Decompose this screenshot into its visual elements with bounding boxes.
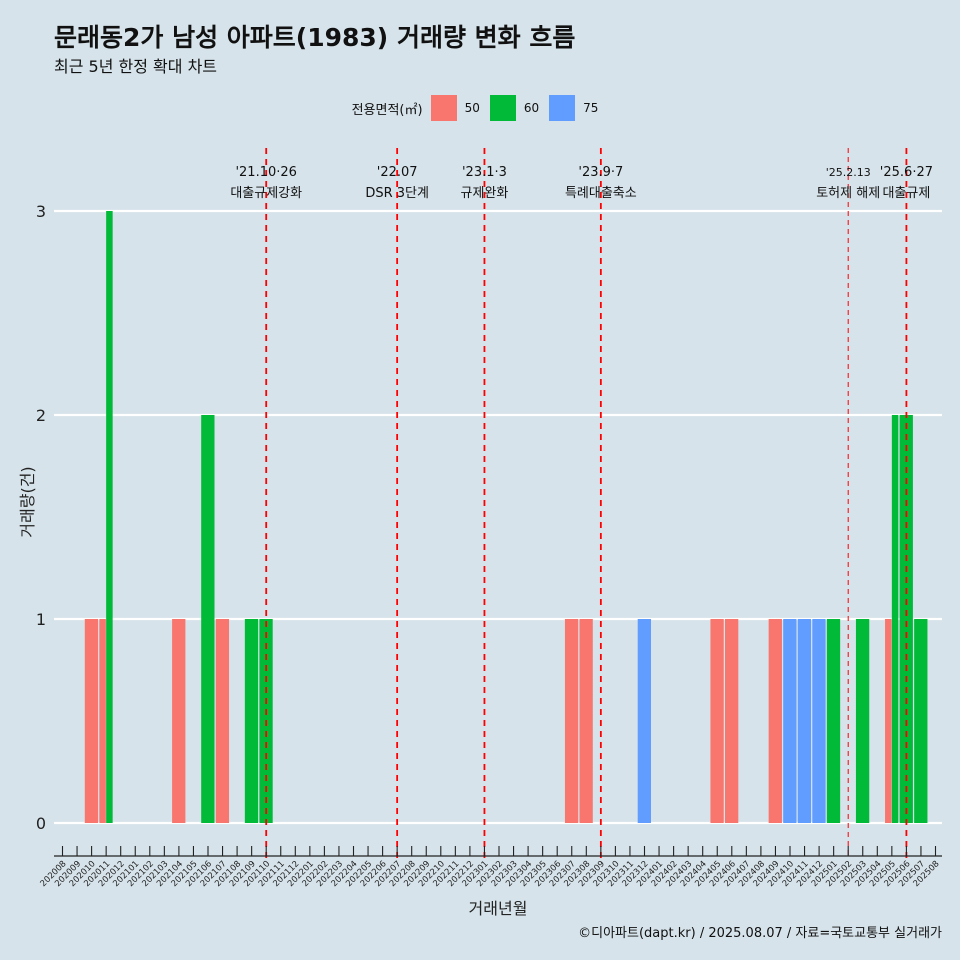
bar-202505-60 [891, 415, 899, 823]
legend-swatch-75 [549, 95, 576, 121]
event-label: 토허제 해제 [816, 186, 880, 201]
axes: 2020082020092020102020112020122021012021… [39, 846, 942, 889]
event-label: 특례대출축소 [565, 186, 637, 201]
bar-202411-75 [797, 619, 812, 823]
event-label: 규제완화 [461, 186, 509, 201]
bar-202307-50 [564, 619, 579, 823]
bar-202107-50 [215, 619, 230, 823]
bar-202506-60 [899, 415, 913, 823]
legend: 전용면적(㎡) 50 60 75 [0, 93, 960, 123]
bar-202010-50 [84, 619, 99, 823]
bar-202106-60 [201, 415, 215, 823]
y-tick-label: 1 [36, 610, 46, 629]
legend-swatch-60 [489, 95, 516, 121]
bar-202104-50 [172, 619, 186, 823]
y-tick-label: 0 [36, 814, 46, 833]
event-label: 대출규제 [882, 186, 930, 201]
bar-layer [84, 211, 928, 823]
event-date: '25.6·27 [880, 165, 933, 180]
legend-label-60: 60 [523, 101, 540, 115]
bar-202308-50 [579, 619, 593, 823]
bar-202405-50 [710, 619, 724, 823]
bar-202501-60 [826, 619, 841, 823]
bar-202109-60 [244, 619, 259, 823]
bar-202011-50 [99, 619, 106, 823]
bar-202505-50 [885, 619, 892, 823]
legend-item-50: 50 [430, 95, 480, 121]
chart-title: 문래동2가 남성 아파트(1983) 거래량 변화 흐름 [54, 23, 576, 52]
legend-swatch-50 [430, 95, 457, 121]
legend-label-75: 75 [583, 101, 599, 115]
y-axis-label: 거래량(건) [18, 466, 37, 537]
event-date: '22.07 [377, 165, 418, 180]
bar-202410-75 [783, 619, 797, 823]
y-tick-label: 2 [36, 406, 46, 425]
bar-202011-60 [106, 211, 113, 823]
bar-202412-75 [812, 619, 826, 823]
legend-item-75: 75 [549, 95, 598, 121]
event-layer: '21.10·26 대출규제강화 '22.07 DSR 3단계 '23.1·3 규제완화 '… [230, 148, 933, 858]
bar-202507-60 [914, 619, 928, 823]
y-tick-label: 3 [36, 202, 46, 221]
caption: ©디아파트(dapt.kr) / 2025.08.07 / 자료=국토교통부 실… [578, 926, 942, 941]
event-label: 대출규제강화 [230, 186, 302, 201]
event-date: '25.2.13 [826, 166, 871, 179]
bar-202503-60 [855, 619, 870, 823]
bar-202406-50 [725, 619, 739, 823]
bar-202409-50 [768, 619, 782, 823]
event-label: DSR 3단계 [365, 186, 429, 201]
legend-item-60: 60 [489, 95, 540, 121]
chart-subtitle: 최근 5년 한정 확대 차트 [54, 57, 218, 76]
legend-label-50: 50 [464, 101, 480, 115]
event-date: '23.9·7 [578, 165, 623, 180]
x-axis-label: 거래년월 [469, 899, 528, 918]
bar-202312-75 [637, 619, 651, 823]
event-date: '23.1·3 [462, 165, 507, 180]
legend-title: 전용면적(㎡) [351, 102, 423, 118]
event-date: '21.10·26 [235, 165, 296, 180]
